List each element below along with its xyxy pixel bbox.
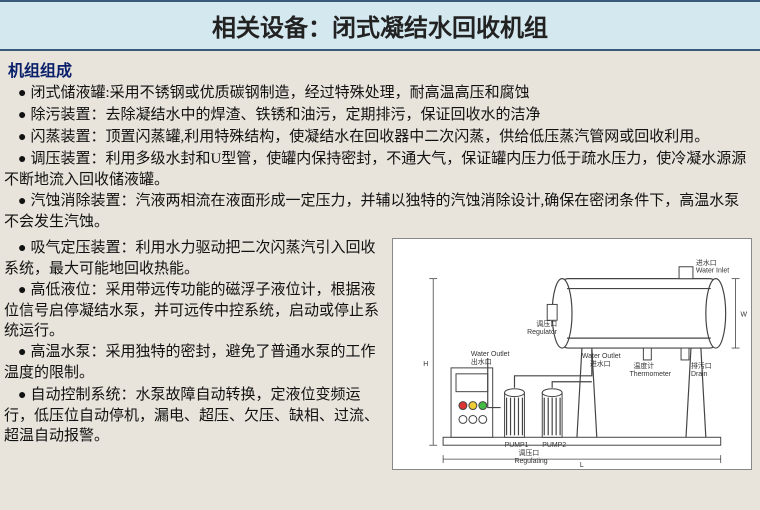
dim-l: L	[580, 462, 584, 469]
bullet-item: ●自动控制系统：水泵故障自动转换，定液位变频运行，低压位自动停机，漏电、超压、欠…	[4, 385, 388, 446]
bullet-item: ●吸气定压装置：利用水力驱动把二次闪蒸汽引入回收系统，最大可能地回收热能。	[4, 238, 388, 279]
btn-yellow	[469, 402, 477, 410]
label-water-outlet2-cn: 进水口	[590, 359, 611, 368]
label-pump1: PUMP1	[505, 442, 529, 449]
label-water-outlet: Water Outlet	[471, 351, 510, 358]
btn-plain	[469, 415, 477, 423]
label-regulator: 调压口	[536, 319, 557, 328]
bullet-item: ●调压装置：利用多级水封和U型管，使罐内保持密封，不通大气，保证罐内压力低于疏水…	[4, 149, 752, 190]
label-water-outlet2: Water Outlet	[582, 353, 621, 360]
content-area: 机组组成 ●闭式储液罐:采用不锈钢或优质碳钢制造，经过特殊处理，耐高温高压和腐蚀…	[0, 57, 760, 470]
label-thermometer: 温度计	[633, 361, 654, 370]
drain-port	[681, 348, 689, 360]
label-regulator-en: Regulator	[527, 329, 558, 336]
label-water-outlet-cn: 出水口	[471, 357, 492, 366]
label-water-inlet: 进水口	[696, 258, 717, 267]
label-drain: 排污口	[691, 361, 712, 370]
thermometer-port	[643, 348, 651, 360]
pipe-outlet2	[552, 382, 592, 388]
tank-leg	[686, 348, 706, 437]
lower-row: ●吸气定压装置：利用水力驱动把二次闪蒸汽引入回收系统，最大可能地回收热能。 ●高…	[4, 238, 752, 470]
label-water-inlet-en: Water Inlet	[696, 268, 729, 275]
label-drain-en: Drain	[691, 371, 708, 378]
pump-1	[505, 389, 525, 438]
control-screen	[456, 374, 488, 392]
base-plate	[443, 437, 721, 445]
bullet-item: ●高温水泵：采用独特的密封，避免了普通水泵的工作温度的限制。	[4, 342, 388, 383]
pump-2	[542, 389, 562, 438]
regulator-port	[547, 304, 557, 320]
section-header: 机组组成	[8, 57, 752, 81]
bullet-item: ●闪蒸装置：顶置闪蒸罐,利用特殊结构，使凝结水在回收器中二次闪蒸，供给低压蒸汽管…	[4, 127, 752, 148]
equipment-diagram: 进水口 Water Inlet 调压口 Regulator 温度计 Thermo…	[392, 238, 752, 470]
bullet-item: ●除污装置：去除凝结水中的焊渣、铁锈和油污，定期排污，保证回收水的洁净	[4, 105, 752, 126]
label-pump2: PUMP2	[542, 442, 566, 449]
label-regulating-cn: 调压口	[518, 448, 539, 457]
dim-h: H	[423, 361, 428, 368]
btn-plain	[479, 415, 487, 423]
page-title: 相关设备：闭式凝结水回收机组	[0, 0, 760, 51]
btn-plain	[459, 415, 467, 423]
bullet-item: ●高低液位：采用带远传功能的磁浮子液位计，根据液位信号启停凝结水泵，并可远传中控…	[4, 280, 388, 341]
label-thermometer-en: Thermometer	[630, 371, 672, 378]
lower-bullets: ●吸气定压装置：利用水力驱动把二次闪蒸汽引入回收系统，最大可能地回收热能。 ●高…	[4, 238, 392, 470]
dim-w: W	[741, 311, 748, 318]
bullet-item: ●汽蚀消除装置：汽液两相流在液面形成一定压力，并辅以独特的汽蚀消除设计,确保在密…	[4, 191, 752, 232]
upper-bullets: ●闭式储液罐:采用不锈钢或优质碳钢制造，经过特殊处理，耐高温高压和腐蚀 ●除污装…	[4, 83, 752, 232]
btn-green	[479, 402, 487, 410]
bullet-item: ●闭式储液罐:采用不锈钢或优质碳钢制造，经过特殊处理，耐高温高压和腐蚀	[4, 83, 752, 104]
btn-red	[459, 402, 467, 410]
water-inlet-port	[679, 267, 693, 279]
